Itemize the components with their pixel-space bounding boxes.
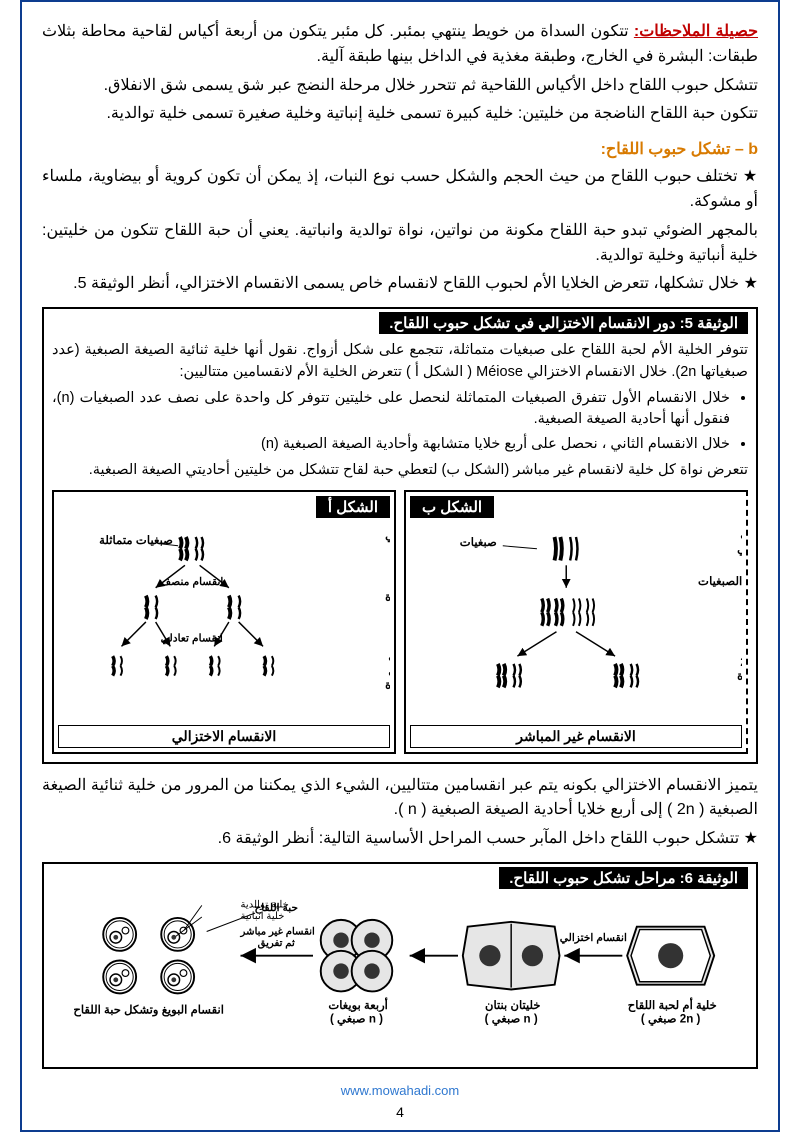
panel-a-header: الشكل أ [316,496,390,518]
svg-text:خلية أم ب 2n صبغ: خلية أم ب 2n صبغي [737,527,742,557]
panel-b-svg: خلية أم ب 2n صبغي صبغيات تضاعف الصبغي [410,522,742,717]
section-b-item-2: خلال تشكلها، تتعرض الخلايا الأم لحبوب ال… [42,272,758,297]
panel-b-caption: الانقسام غير المباشر [410,725,742,748]
doc5-box: الوثيقة 5: دور الانقسام الاختزالي في تشك… [42,307,758,764]
panel-a-top-label: خلية أم ب 2n صبغي [385,527,390,543]
observations-label: حصيلة الملاحظات: [634,23,758,40]
svg-text:تضاعف الصبغيات: تضاعف الصبغيات [698,575,742,588]
observations-p2: تتشكل حبوب اللقاح داخل الأكياس اللقاحية … [42,74,758,99]
footer-url: www.mowahadi.com [42,1083,758,1098]
svg-text:خلية انباتية: خلية انباتية [241,911,285,922]
conclusion: يتميز الانقسام الاختزالي بكونه يتم عبر ا… [42,774,758,824]
star-doc6: تتشكل حبوب اللقاح داخل المآبر حسب المراح… [42,827,758,852]
svg-text:أربعة بويغات ( n صبغي: أربعة بويغات ( n صبغي ) [325,997,388,1027]
doc6-header: الوثيقة 6: مراحل تشكل حبوب اللقاح. [499,867,748,889]
svg-text:أربع خلايا ب n ص: أربع خلايا ب n صبغي لكل واحدة [385,649,390,692]
doc6-svg: خلية أم لحبة اللقاح ( 2n صبغي ) انقسام ا… [52,895,748,1055]
doc5-bullet-1: خلال الانقسام الأول تتفرق الصبغيات المتم… [52,388,730,432]
section-b-list-2: خلال تشكلها، تتعرض الخلايا الأم لحبوب ال… [42,272,758,297]
page-frame: حصيلة الملاحظات: تتكون السداة من خويط ين… [20,0,780,1132]
doc6-box: الوثيقة 6: مراحل تشكل حبوب اللقاح. خلية … [42,862,758,1069]
panel-a: الشكل أ خلية أم ب 2n صبغي صبغيات متماثلة [52,490,396,754]
svg-text:خلية أم لحبة اللقاح (: خلية أم لحبة اللقاح ( 2n صبغي ) [625,997,717,1027]
panel-a-top-label2: صبغيات متماثلة [99,533,173,546]
section-b-middle: بالمجهر الضوئي تبدو حبة اللقاح مكونة من … [42,219,758,269]
svg-text:صبغيات: صبغيات [460,535,497,548]
svg-text:خلية توالدية: خلية توالدية [241,899,289,910]
doc5-header: الوثيقة 5: دور الانقسام الاختزالي في تشك… [379,312,748,334]
section-b-item-1: تختلف حبوب اللقاح من حيث الحجم والشكل حس… [42,165,758,215]
page-number: 4 [42,1104,758,1120]
svg-text:خليتان بنتان ب 2n: خليتان بنتان ب 2n صبغي لكل واحدة [737,656,742,684]
panel-a-caption: الانقسام الاختزالي [58,725,390,748]
svg-text:خليتان بنتان ( n صبغي: خليتان بنتان ( n صبغي ) [482,999,541,1027]
doc5-intro: تتوفر الخلية الأم لحبة اللقاح على صبغيات… [52,340,748,384]
svg-text:انقسام اختزالي: انقسام اختزالي [560,932,627,945]
doc5-diagrams: الشكل أ خلية أم ب 2n صبغي صبغيات متماثلة [52,490,748,754]
observations-p3: تتكون حبة اللقاح الناضجة من خليتين: خلية… [42,102,758,127]
panel-a-bot-label: انقسام تعادلي [161,632,223,645]
observations-block: حصيلة الملاحظات: تتكون السداة من خويط ين… [42,20,758,70]
panel-a-svg: خلية أم ب 2n صبغي صبغيات متماثلة انقسام … [58,522,390,717]
panel-b-header: الشكل ب [410,496,494,518]
svg-text:انقسام غير مباشر ثم تف: انقسام غير مباشر ثم تفريق [238,926,315,949]
section-b-list: تختلف حبوب اللقاح من حيث الحجم والشكل حس… [42,165,758,215]
doc5-after: تتعرض نواة كل خلية لانقسام غير مباشر (ال… [52,460,748,482]
panel-b: الشكل ب خلية أم ب 2n صبغي صبغيات [404,490,748,754]
svg-text:انقسام البويغ وتشكل حبة اللقاح: انقسام البويغ وتشكل حبة اللقاح [73,1004,224,1018]
panel-a-mid-r: خليتان ب n صبغي لكل واحدة [385,590,390,604]
doc5-bullet-2: خلال الانقسام الثاني ، نحصل على أربع خلا… [52,434,730,456]
section-b-title: b – تشكل حبوب اللقاح: [42,139,758,159]
panel-a-mid-label: انقسام منصف [160,576,223,588]
star-doc6-item: تتشكل حبوب اللقاح داخل المآبر حسب المراح… [42,827,758,852]
doc5-bullets: خلال الانقسام الأول تتفرق الصبغيات المتم… [52,388,748,456]
